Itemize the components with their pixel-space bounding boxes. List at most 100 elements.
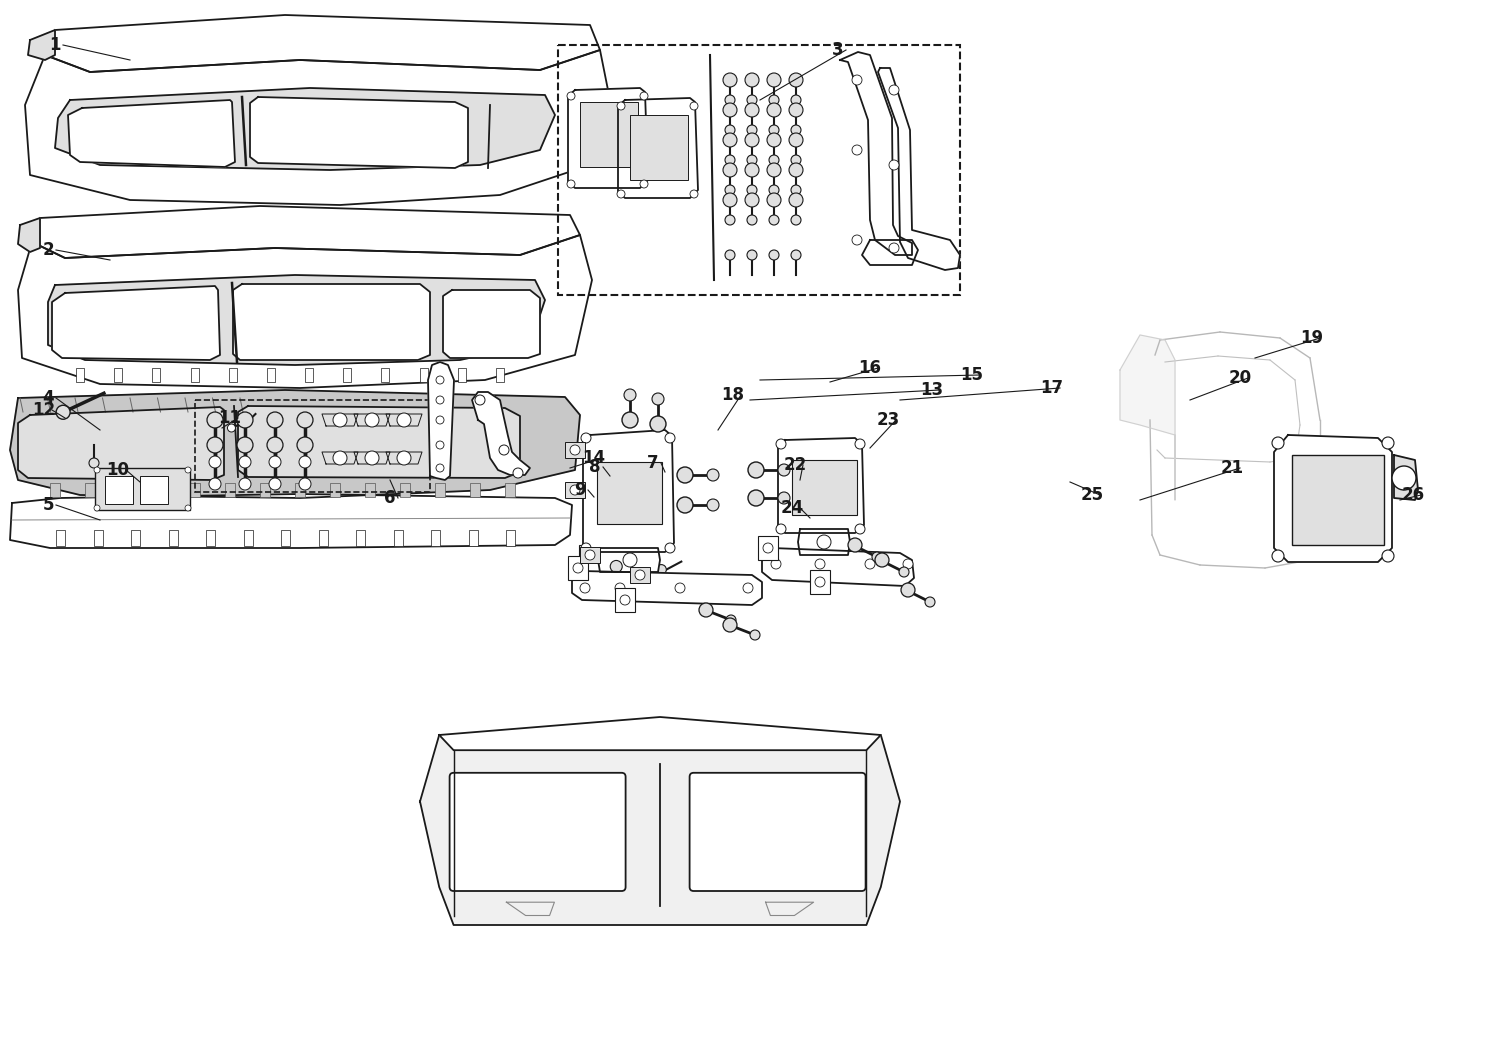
Text: 15: 15	[960, 366, 983, 384]
Circle shape	[209, 456, 221, 468]
Circle shape	[750, 630, 761, 640]
Polygon shape	[26, 50, 610, 205]
Bar	[469, 530, 478, 545]
Circle shape	[621, 595, 630, 605]
Circle shape	[866, 559, 875, 569]
Polygon shape	[428, 362, 454, 480]
Text: 16: 16	[858, 359, 881, 377]
Bar	[558, 45, 960, 295]
Circle shape	[726, 615, 736, 625]
Circle shape	[888, 243, 899, 253]
Circle shape	[227, 424, 236, 432]
FancyBboxPatch shape	[690, 773, 866, 891]
Circle shape	[239, 456, 251, 468]
Bar	[343, 368, 352, 382]
Circle shape	[742, 583, 753, 593]
Circle shape	[747, 125, 758, 135]
Text: 7: 7	[648, 454, 658, 472]
Circle shape	[699, 603, 712, 617]
Circle shape	[789, 193, 803, 207]
Circle shape	[582, 549, 589, 557]
Polygon shape	[11, 390, 580, 498]
Bar	[77, 368, 84, 382]
Circle shape	[664, 543, 675, 553]
Circle shape	[747, 215, 758, 224]
Bar	[50, 483, 60, 497]
Bar	[365, 483, 376, 497]
Circle shape	[875, 553, 888, 568]
Circle shape	[848, 538, 863, 552]
Circle shape	[675, 583, 685, 593]
Circle shape	[570, 485, 580, 495]
Circle shape	[747, 95, 758, 105]
Circle shape	[888, 160, 899, 170]
Circle shape	[640, 180, 648, 188]
Polygon shape	[840, 52, 912, 255]
Circle shape	[239, 478, 251, 490]
Circle shape	[582, 543, 591, 553]
Polygon shape	[386, 414, 422, 426]
Polygon shape	[355, 452, 389, 464]
Circle shape	[634, 570, 645, 580]
Polygon shape	[618, 98, 697, 198]
Bar	[419, 368, 428, 382]
Text: 23: 23	[876, 411, 900, 429]
Circle shape	[888, 85, 899, 95]
Circle shape	[690, 190, 697, 198]
Circle shape	[598, 549, 606, 557]
Circle shape	[567, 92, 576, 100]
Text: 8: 8	[589, 458, 601, 476]
Circle shape	[747, 185, 758, 195]
Polygon shape	[355, 414, 389, 426]
Circle shape	[770, 185, 779, 195]
Circle shape	[1272, 550, 1284, 562]
Polygon shape	[386, 452, 422, 464]
Bar	[496, 368, 504, 382]
Circle shape	[676, 467, 693, 483]
Circle shape	[207, 412, 222, 428]
Circle shape	[299, 456, 311, 468]
Bar	[95, 468, 189, 510]
Circle shape	[706, 499, 718, 511]
Text: 2: 2	[42, 241, 54, 259]
Polygon shape	[443, 290, 540, 358]
Circle shape	[499, 445, 510, 455]
Circle shape	[298, 412, 313, 428]
Circle shape	[622, 412, 637, 428]
Circle shape	[745, 103, 759, 117]
Circle shape	[789, 103, 803, 117]
Bar	[228, 368, 237, 382]
Circle shape	[855, 524, 866, 534]
Bar	[131, 530, 140, 545]
Text: 20: 20	[1228, 369, 1252, 387]
Circle shape	[770, 95, 779, 105]
Polygon shape	[56, 88, 555, 170]
Bar	[281, 530, 290, 545]
Circle shape	[745, 193, 759, 207]
Text: 25: 25	[1081, 486, 1103, 504]
Circle shape	[745, 73, 759, 87]
Polygon shape	[798, 529, 851, 555]
Text: 24: 24	[780, 499, 804, 517]
Bar	[505, 483, 516, 497]
Circle shape	[852, 74, 863, 85]
Text: 21: 21	[1220, 459, 1243, 477]
Bar	[579, 544, 609, 561]
Text: 9: 9	[574, 481, 586, 499]
Bar	[243, 530, 253, 545]
Circle shape	[89, 458, 99, 468]
Circle shape	[791, 155, 801, 165]
Text: 11: 11	[218, 409, 242, 427]
Bar	[597, 462, 661, 524]
Circle shape	[570, 445, 580, 455]
Bar	[434, 483, 445, 497]
Polygon shape	[598, 548, 660, 572]
Circle shape	[237, 437, 253, 453]
Circle shape	[724, 125, 735, 135]
Circle shape	[724, 185, 735, 195]
Text: 12: 12	[33, 401, 56, 419]
Circle shape	[747, 250, 758, 260]
Text: 5: 5	[42, 496, 54, 514]
Polygon shape	[439, 718, 881, 750]
Circle shape	[767, 133, 782, 147]
